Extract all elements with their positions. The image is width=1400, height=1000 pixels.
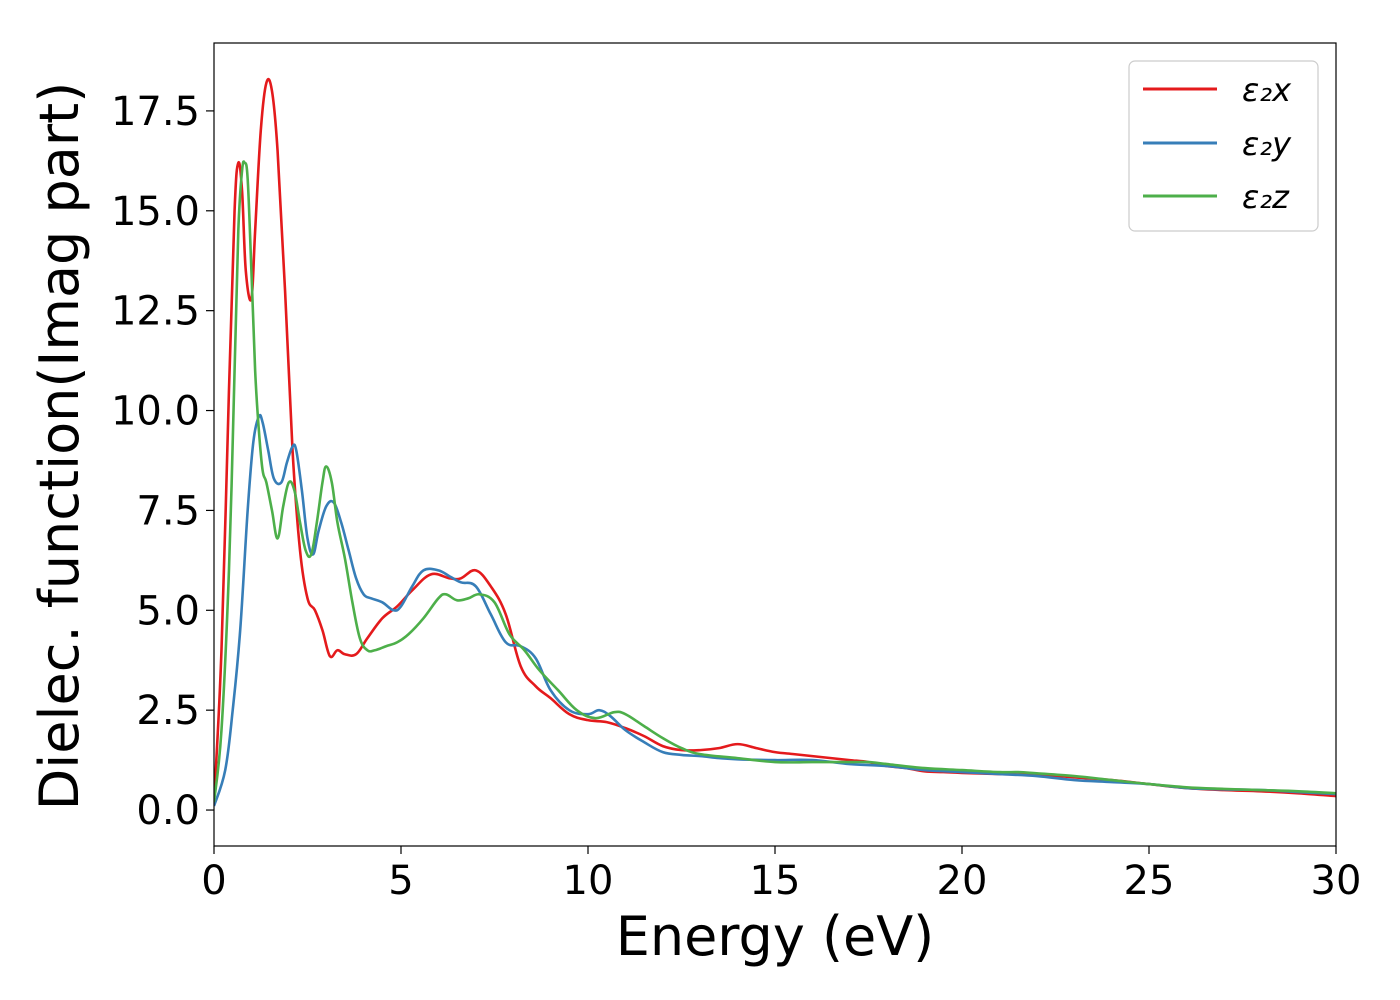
legend: ε₂x ε₂y ε₂z [1128,60,1319,232]
legend-label-z: ε₂z [1242,178,1290,216]
y-axis: 0.0 2.5 5.0 7.5 10.0 12.5 15.0 17.5 [111,89,214,834]
x-tick-label: 30 [1311,858,1362,904]
x-tick-label: 15 [750,858,801,904]
series-line-z [214,160,1336,803]
y-tick-label: 17.5 [111,89,200,135]
y-tick-label: 15.0 [111,189,200,235]
legend-label-y: ε₂y [1242,125,1292,163]
y-tick-label: 0.0 [136,788,200,834]
x-tick-label: 20 [937,858,988,904]
x-tick-label: 25 [1124,858,1175,904]
plot-lines [214,77,1336,807]
x-axis: 0 5 10 15 20 25 30 [201,846,1361,904]
legend-label-x: ε₂x [1242,71,1292,109]
legend-box [1128,60,1319,232]
y-tick-label: 10.0 [111,389,200,435]
x-tick-label: 5 [388,858,413,904]
y-tick-label: 5.0 [136,588,200,634]
x-axis-title: Energy (eV) [616,905,935,968]
x-tick-label: 10 [563,858,614,904]
y-axis-title: Dielec. function(Imag part) [28,82,91,811]
y-tick-label: 7.5 [136,488,200,534]
y-tick-label: 12.5 [111,289,200,335]
y-tick-label: 2.5 [136,688,200,734]
x-tick-label: 0 [201,858,226,904]
series-line-y [214,413,1336,807]
